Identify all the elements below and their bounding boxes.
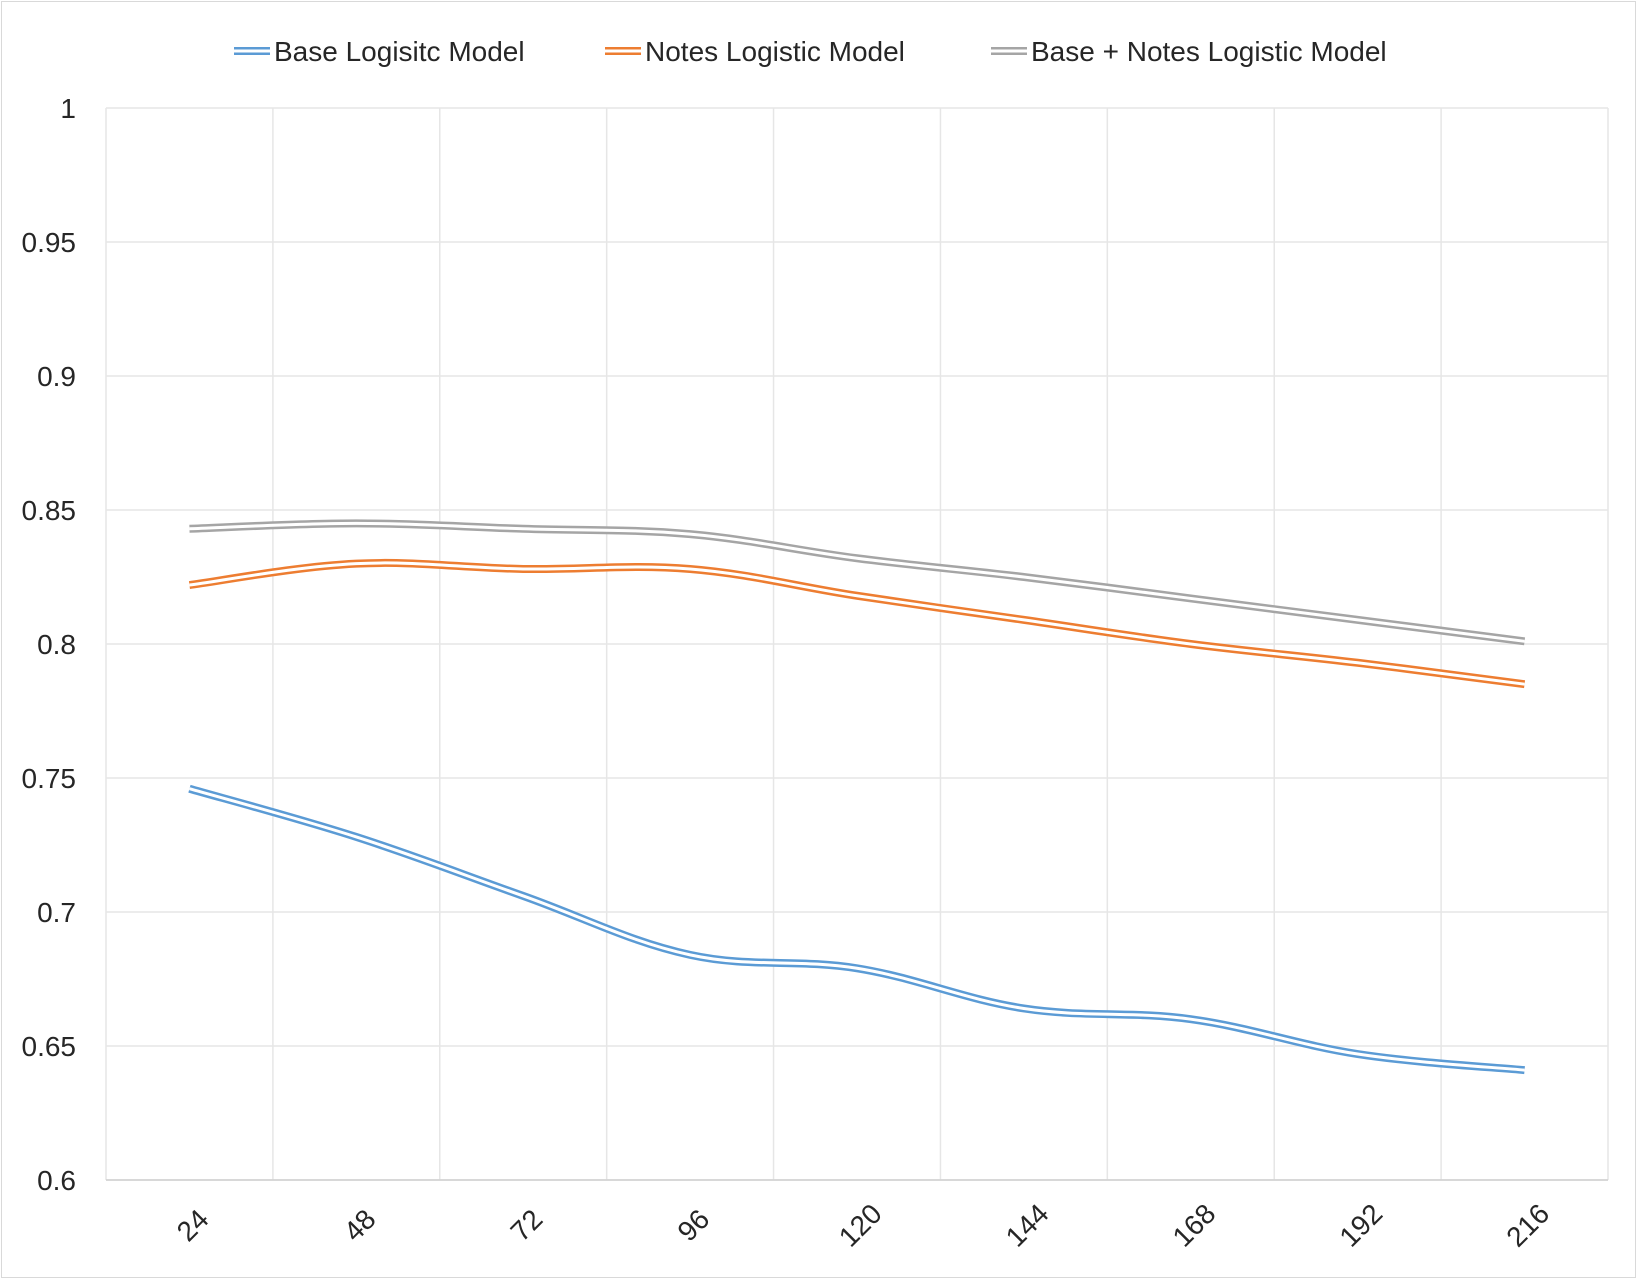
series-line-inner (189, 521, 1525, 643)
series-line-3 (189, 519, 1526, 646)
x-tick-label: 120 (833, 1198, 888, 1253)
x-tick-label: 144 (1000, 1198, 1055, 1253)
series-line-2 (188, 558, 1526, 689)
axis-layer: 0.6 0.65 0.7 0.75 0.8 0.85 0.9 0.95 1 24 48 72 96 120… (22, 93, 1608, 1253)
x-tick-label: 96 (671, 1203, 715, 1247)
x-tick-label: 24 (171, 1203, 215, 1247)
legend-label: Notes Logistic Model (645, 36, 905, 67)
legend-item-3: Base + Notes Logistic Model (991, 36, 1387, 67)
x-tick-label: 192 (1333, 1198, 1388, 1253)
series-line-inner (189, 787, 1525, 1072)
series-line-1 (188, 784, 1525, 1075)
legend-item-1: Base Logisitc Model (234, 36, 525, 67)
legend-label: Base + Notes Logistic Model (1031, 36, 1387, 67)
y-tick-label: 0.75 (22, 763, 77, 794)
y-tick-label: 0.65 (22, 1031, 77, 1062)
series-line-outer (189, 519, 1526, 646)
legend-label: Base Logisitc Model (274, 36, 525, 67)
legend-item-2: Notes Logistic Model (605, 36, 905, 67)
series-line-outer (188, 784, 1525, 1075)
y-tick-label: 0.95 (22, 227, 77, 258)
x-tick-label: 48 (338, 1203, 382, 1247)
y-tick-label: 0.6 (37, 1165, 76, 1196)
legend: Base Logisitc Model Notes Logistic Model B… (234, 36, 1387, 67)
y-tick-label: 0.85 (22, 495, 77, 526)
grid-layer (105, 107, 1609, 1181)
x-tick-label: 216 (1500, 1198, 1555, 1253)
x-tick-label: 168 (1167, 1198, 1222, 1253)
y-tick-label: 0.9 (37, 361, 76, 392)
x-tick-label: 72 (505, 1203, 549, 1247)
y-tick-label: 0.7 (37, 897, 76, 928)
y-tick-label: 1 (60, 93, 76, 124)
series-layer (188, 519, 1526, 1075)
y-tick-label: 0.8 (37, 629, 76, 660)
series-line-outer (188, 558, 1526, 689)
series-line-inner (189, 561, 1525, 686)
